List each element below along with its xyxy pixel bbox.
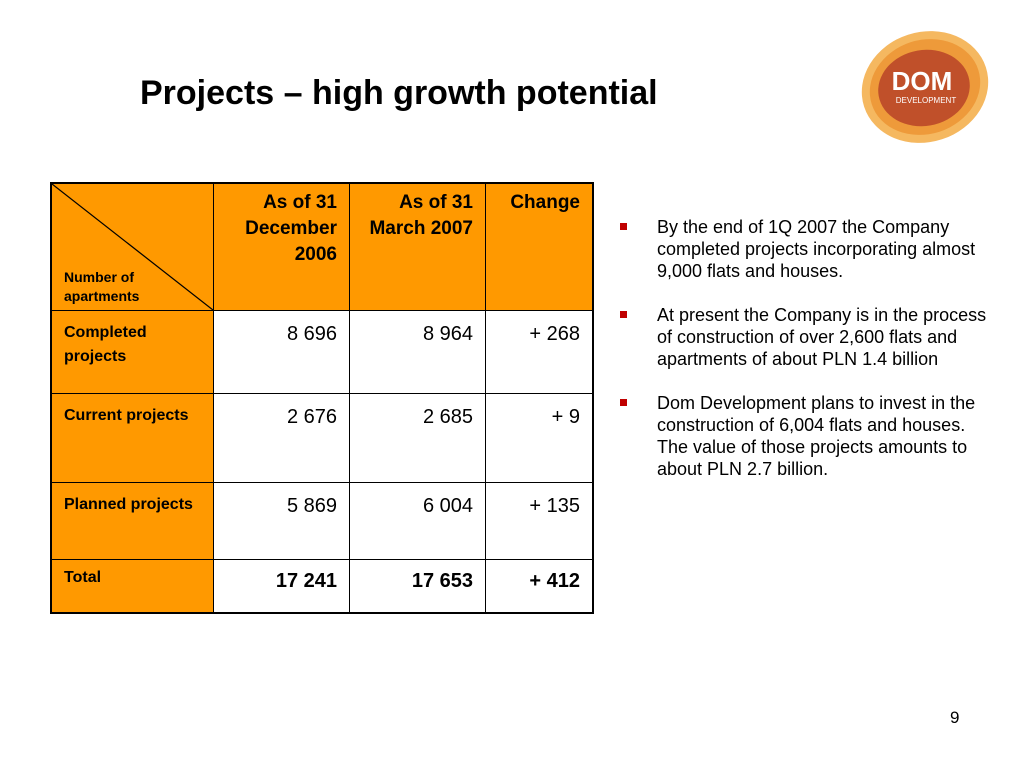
apartments-table: Number of apartments As of 31 December 2… [50, 182, 594, 614]
dom-development-logo: DOM DEVELOPMENT [858, 28, 992, 146]
square-bullet-icon [620, 223, 627, 230]
row-label-total: Total [50, 559, 214, 614]
row-label-completed: Completed projects [50, 310, 214, 394]
table-row: Completed projects 8 696 8 964 + 268 [50, 310, 594, 394]
cell-value: 2 685 [349, 393, 486, 483]
table-total-row: Total 17 241 17 653 + 412 [50, 559, 594, 614]
column-header-dec-2006: As of 31 December 2006 [213, 182, 350, 311]
bullet-text: At present the Company is in the process… [657, 305, 987, 369]
bullet-item: Dom Development plans to invest in the c… [620, 392, 990, 480]
cell-value: 17 241 [213, 559, 350, 614]
bullet-item: By the end of 1Q 2007 the Company comple… [620, 216, 990, 282]
table-header-row: Number of apartments As of 31 December 2… [50, 182, 594, 311]
cell-value: 5 869 [213, 482, 350, 560]
logo-main-text: DOM [892, 66, 953, 96]
square-bullet-icon [620, 399, 627, 406]
cell-value: 8 964 [349, 310, 486, 394]
table-row: Planned projects 5 869 6 004 + 135 [50, 482, 594, 560]
bullet-text: By the end of 1Q 2007 the Company comple… [657, 217, 976, 281]
page-number: 9 [950, 708, 960, 727]
table-row: Current projects 2 676 2 685 + 9 [50, 393, 594, 483]
row-label-current: Current projects [50, 393, 214, 483]
cell-value: + 412 [485, 559, 594, 614]
row-label-planned: Planned projects [50, 482, 214, 560]
cell-value: 2 676 [213, 393, 350, 483]
bullet-item: At present the Company is in the process… [620, 304, 990, 370]
cell-value: + 135 [485, 482, 594, 560]
column-header-change: Change [485, 182, 594, 311]
square-bullet-icon [620, 311, 627, 318]
corner-diagonal [52, 184, 213, 310]
bullet-text: Dom Development plans to invest in the c… [657, 393, 976, 479]
cell-value: 6 004 [349, 482, 486, 560]
column-header-mar-2007: As of 31 March 2007 [349, 182, 486, 311]
logo-sub-text: DEVELOPMENT [896, 96, 957, 105]
bullet-list: By the end of 1Q 2007 the Company comple… [620, 216, 990, 502]
cell-value: 17 653 [349, 559, 486, 614]
cell-value: + 268 [485, 310, 594, 394]
table-corner-cell: Number of apartments [50, 182, 214, 311]
cell-value: + 9 [485, 393, 594, 483]
corner-label: Number of apartments [64, 269, 140, 304]
slide-title: Projects – high growth potential [140, 74, 658, 112]
cell-value: 8 696 [213, 310, 350, 394]
